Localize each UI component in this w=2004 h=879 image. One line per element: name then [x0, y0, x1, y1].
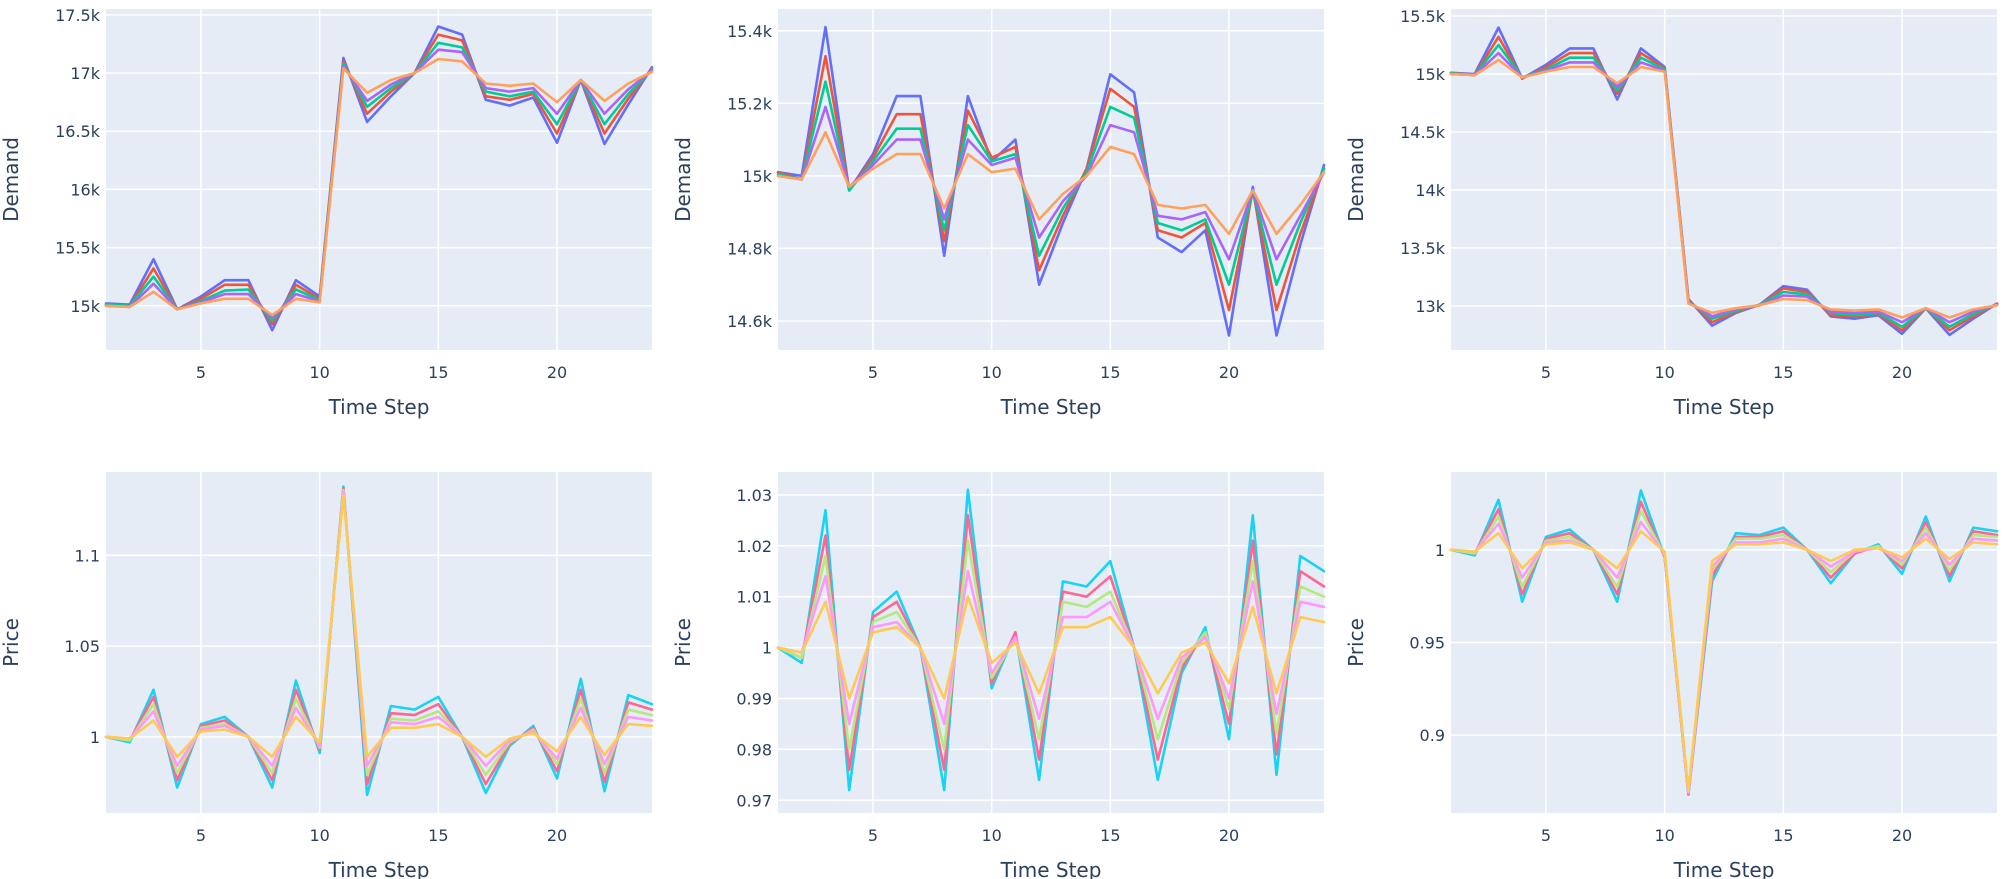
x-axis-title: Time Step [1673, 395, 1775, 419]
y-tick-label: 13k [1415, 297, 1445, 316]
chart-panel-4: 5 10 15 20 1 1.05 1.1 Time Step Price [0, 472, 654, 879]
x-axis-title: Time Step [1000, 395, 1102, 419]
x-tick-label: 15 [1773, 363, 1793, 382]
series-line-2 [104, 33, 654, 326]
x-tick-label: 10 [309, 826, 329, 845]
y-tick-label: 1.03 [736, 486, 772, 505]
x-tick-label: 20 [547, 826, 567, 845]
y-tick-label: 17k [70, 64, 100, 83]
x-tick-label: 5 [1541, 363, 1551, 382]
x-axis-title: Time Step [1000, 858, 1102, 879]
x-tick-label: 5 [868, 826, 878, 845]
x-axis-title: Time Step [328, 858, 430, 879]
x-tick-label: 10 [309, 363, 329, 382]
chart-panel-1: 5 10 15 20 15k 15.5k 16k 16.5k 17k 17.5k Time Step… [0, 6, 654, 419]
y-tick-label: 0.98 [736, 740, 772, 759]
x-tick-label: 20 [1892, 363, 1912, 382]
x-tick-label: 5 [1541, 826, 1551, 845]
y-tick-label: 15.4k [727, 22, 773, 41]
chart-panel-6: 5 10 15 20 0.9 0.95 1 Time Step Price [1344, 472, 1999, 879]
plot-area [1451, 9, 1997, 350]
x-tick-label: 20 [1219, 826, 1239, 845]
x-tick-label: 20 [1892, 826, 1912, 845]
y-tick-label: 0.97 [736, 791, 772, 810]
x-axis-title: Time Step [328, 395, 430, 419]
y-tick-label: 16.5k [55, 122, 101, 141]
x-tick-label: 15 [1100, 826, 1120, 845]
x-tick-label: 15 [428, 826, 448, 845]
y-tick-label: 16k [70, 180, 100, 199]
y-tick-label: 13.5k [1400, 239, 1446, 258]
y-tick-label: 17.5k [55, 6, 101, 25]
y-axis-title: Demand [671, 137, 695, 222]
x-tick-label: 10 [981, 826, 1001, 845]
y-tick-label: 0.9 [1420, 726, 1445, 745]
y-tick-label: 1 [90, 728, 100, 747]
y-tick-label: 14.8k [727, 239, 773, 258]
y-tick-label: 15k [1415, 65, 1445, 84]
series-line-5 [104, 494, 654, 759]
y-tick-label: 1 [1435, 541, 1445, 560]
y-axis-title: Demand [1344, 137, 1368, 222]
x-axis-title: Time Step [1673, 858, 1775, 879]
y-tick-label: 0.95 [1409, 634, 1445, 653]
x-tick-label: 5 [196, 826, 206, 845]
y-tick-label: 1.05 [64, 637, 100, 656]
y-tick-label: 15k [70, 297, 100, 316]
y-tick-label: 1.01 [736, 588, 772, 607]
y-axis-title: Demand [0, 137, 23, 222]
series-line-5 [776, 595, 1326, 700]
y-tick-label: 0.99 [736, 689, 772, 708]
series-line-1 [1449, 26, 1999, 337]
series-line-3 [776, 80, 1326, 287]
series-line-1 [104, 25, 654, 332]
x-tick-label: 20 [547, 363, 567, 382]
series-line-2 [1449, 35, 1999, 332]
y-tick-label: 14k [1415, 181, 1445, 200]
x-tick-label: 10 [1654, 826, 1674, 845]
y-tick-label: 15.5k [1400, 7, 1446, 26]
series-line-5 [776, 131, 1326, 236]
series-line-5 [1449, 529, 1999, 793]
x-tick-label: 15 [1773, 826, 1793, 845]
series-line-4 [776, 105, 1326, 261]
y-axis-title: Price [1344, 618, 1368, 667]
x-tick-label: 20 [1219, 363, 1239, 382]
plot-area [106, 9, 652, 350]
x-tick-label: 5 [868, 363, 878, 382]
y-tick-label: 1.1 [75, 546, 100, 565]
y-tick-label: 14.6k [727, 312, 773, 331]
chart-panel-2: 5 10 15 20 14.6k 14.8k 15k 15.2k 15.4k Time Step D… [671, 9, 1326, 419]
y-tick-label: 15.2k [727, 94, 773, 113]
chart-panel-5: 5 10 15 20 0.97 0.98 0.99 1 1.01 1.02 1.03 Time Ste… [671, 472, 1326, 879]
y-axis-title: Price [671, 618, 695, 667]
y-tick-label: 14.5k [1400, 123, 1446, 142]
x-tick-label: 10 [981, 363, 1001, 382]
y-tick-label: 1 [762, 639, 772, 658]
series-line-1 [776, 25, 1326, 337]
chart-panel-3: 5 10 15 20 13k 13.5k 14k 14.5k 15k 15.5k Time Step… [1344, 7, 1999, 419]
series-line-5 [104, 57, 654, 317]
y-tick-label: 15.5k [55, 239, 101, 258]
x-tick-label: 10 [1654, 363, 1674, 382]
y-axis-title: Price [0, 618, 23, 667]
series-line-5 [1449, 58, 1999, 319]
series-line-2 [776, 54, 1326, 312]
x-tick-label: 15 [1100, 363, 1120, 382]
y-tick-label: 1.02 [736, 537, 772, 556]
x-tick-label: 5 [196, 363, 206, 382]
x-tick-label: 15 [428, 363, 448, 382]
y-tick-label: 15k [742, 167, 772, 186]
